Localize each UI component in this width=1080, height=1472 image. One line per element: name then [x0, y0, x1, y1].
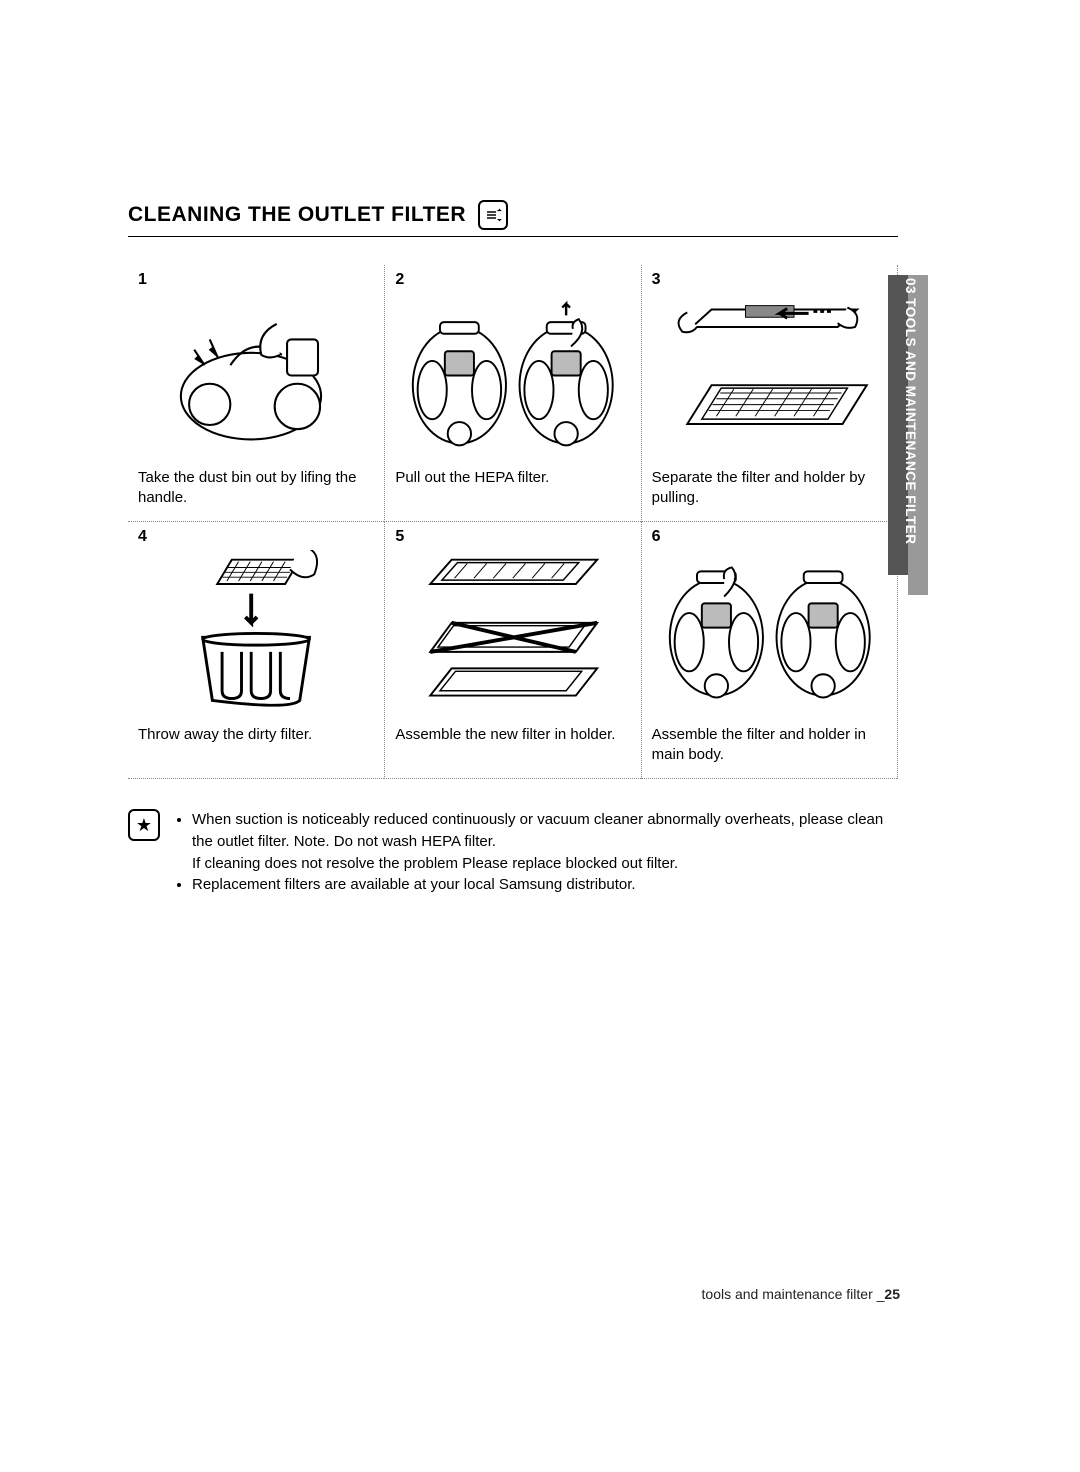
step-illustration: [138, 293, 374, 458]
step-cell: 5: [384, 522, 640, 779]
page-number: 25: [884, 1286, 900, 1302]
note-item: When suction is noticeably reduced conti…: [192, 809, 898, 874]
page-content: CLEANING THE OUTLET FILTER 1: [128, 200, 898, 896]
step-number: 4: [138, 528, 374, 546]
filter-icon: [478, 200, 508, 230]
step-caption: Pull out the HEPA filter.: [395, 468, 630, 488]
footer-section: tools and maintenance filter: [702, 1286, 873, 1302]
step-caption: Assemble the new filter in holder.: [395, 725, 630, 745]
star-icon: ★: [128, 809, 160, 841]
step-cell: 1 Take the dust bin out by lifing the ha…: [128, 265, 384, 522]
step-illustration: [395, 550, 630, 715]
step-number: 5: [395, 528, 630, 546]
step-number: 3: [652, 271, 887, 289]
steps-grid: 1 Take the dust bin out by lifing the ha…: [128, 265, 898, 779]
step-illustration: [138, 550, 374, 715]
page-title: CLEANING THE OUTLET FILTER: [128, 203, 466, 227]
page-footer: tools and maintenance filter _25: [702, 1286, 900, 1302]
step-number: 1: [138, 271, 374, 289]
title-row: CLEANING THE OUTLET FILTER: [128, 200, 898, 237]
step-cell: 3: [641, 265, 897, 522]
step-illustration: [652, 550, 887, 715]
step-cell: 2: [384, 265, 640, 522]
step-caption: Throw away the dirty filter.: [138, 725, 374, 745]
step-cell: 4: [128, 522, 384, 779]
notes-list: When suction is noticeably reduced conti…: [174, 809, 898, 896]
section-tab-label: 03 TOOLS AND MAINTENANCE FILTER: [903, 278, 918, 574]
step-caption: Separate the filter and holder by pullin…: [652, 468, 887, 507]
step-illustration: [395, 293, 630, 458]
note-item: Replacement filters are available at you…: [192, 874, 898, 896]
step-number: 6: [652, 528, 887, 546]
step-caption: Take the dust bin out by lifing the hand…: [138, 468, 374, 507]
step-cell: 6: [641, 522, 897, 779]
step-caption: Assemble the filter and holder in main b…: [652, 725, 887, 764]
step-number: 2: [395, 271, 630, 289]
notes-block: ★ When suction is noticeably reduced con…: [128, 809, 898, 896]
step-illustration: [652, 293, 887, 458]
